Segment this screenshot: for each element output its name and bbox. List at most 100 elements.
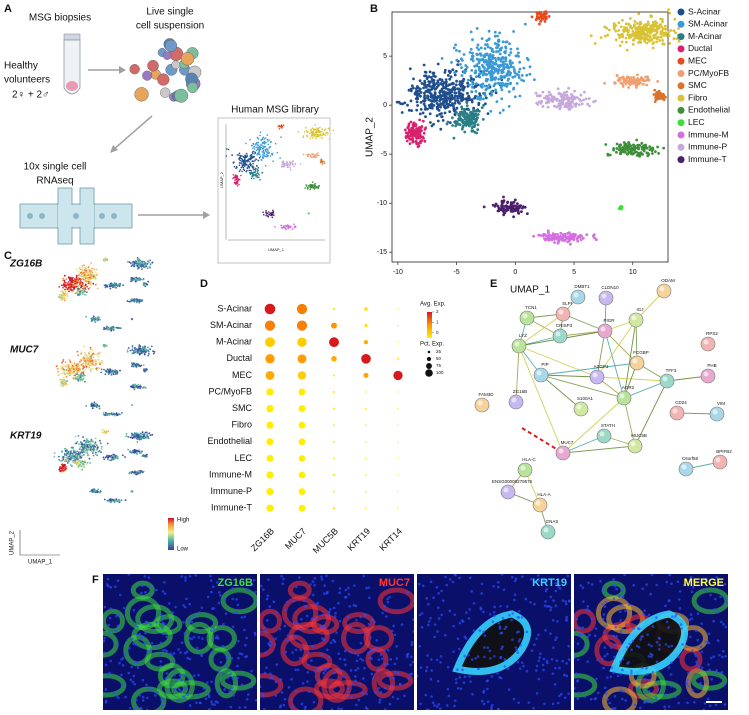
cell-point (140, 264, 142, 266)
cell-point (448, 78, 451, 81)
cell-icon (165, 40, 177, 52)
cell-point (423, 132, 426, 135)
cell-point (517, 52, 520, 55)
cell-point (623, 78, 626, 81)
cell-point (281, 124, 283, 126)
cell-point (136, 453, 138, 455)
cell-point (89, 357, 91, 359)
cell-point (504, 41, 507, 44)
cell-point (547, 106, 550, 109)
cell-point (411, 131, 414, 134)
cell-point (235, 174, 237, 176)
cell-point (462, 80, 465, 83)
cell-point (653, 89, 656, 92)
cell-point (64, 293, 66, 295)
cell-point (64, 282, 66, 284)
cell-point (240, 169, 242, 171)
cell-point (539, 94, 542, 97)
cell-point (139, 348, 141, 350)
cell-point (656, 37, 659, 40)
cell-point (477, 123, 480, 126)
cell-point (228, 149, 230, 151)
cell-point (81, 443, 83, 445)
cell-point (452, 88, 455, 91)
cell-point (142, 279, 144, 281)
cell-point (455, 59, 458, 62)
cell-point (107, 443, 109, 445)
cell-point (311, 184, 313, 186)
cell-point (547, 229, 550, 232)
cell-point (426, 77, 429, 80)
cell-point (553, 235, 556, 238)
cell-point (64, 465, 66, 467)
cell-point (77, 354, 79, 356)
cell-point (642, 32, 645, 35)
cell-point (59, 295, 61, 297)
cell-point (454, 120, 457, 123)
cell-point (424, 128, 427, 131)
cell-point (659, 36, 662, 39)
cell-point (458, 92, 461, 95)
cell-point (418, 134, 421, 137)
cell-point (568, 237, 571, 240)
cell-point (68, 290, 70, 292)
cell-point (69, 279, 71, 281)
cell-point (241, 158, 243, 160)
cell-point (87, 362, 89, 364)
cell-point (85, 365, 87, 367)
cell-point (99, 440, 101, 442)
cell-point (245, 156, 247, 158)
cell-point (88, 273, 90, 275)
cell-point (133, 266, 135, 268)
cell-point (243, 168, 245, 170)
cell-point (509, 51, 512, 54)
cell-point (147, 350, 149, 352)
cell-point (60, 297, 62, 299)
cell-point (66, 376, 68, 378)
cell-point (131, 362, 133, 364)
cell-point (60, 385, 62, 387)
cell-point (95, 404, 97, 406)
cell-point (320, 162, 322, 164)
cell-point (453, 91, 456, 94)
cell-point (315, 132, 317, 134)
cell-point (67, 459, 69, 461)
cell-point (265, 142, 267, 144)
cell-point (479, 76, 482, 79)
cell-point (434, 91, 437, 94)
cell-point (78, 274, 80, 276)
cell-point (265, 165, 267, 167)
cell-point (77, 351, 79, 353)
y-tick-label: -15 (377, 249, 387, 256)
cell-point (79, 444, 81, 446)
cell-point (499, 112, 502, 115)
cell-point (255, 158, 257, 160)
cell-point (244, 159, 246, 161)
cell-point (128, 436, 130, 438)
cell-point (239, 153, 241, 155)
cell-point (513, 68, 516, 71)
cell-point (508, 60, 511, 63)
cell-point (86, 270, 88, 272)
cell-point (476, 53, 479, 56)
cell-point (271, 153, 273, 155)
cell-point (283, 125, 285, 127)
cell-point (61, 381, 63, 383)
cell-point (78, 461, 80, 463)
cell-point (149, 267, 151, 269)
cell-point (79, 293, 81, 295)
cell-point (651, 152, 654, 155)
cell-point (142, 351, 144, 353)
cell-point (443, 90, 446, 93)
cell-point (87, 447, 89, 449)
cell-point (318, 185, 320, 187)
cell-point (494, 78, 497, 81)
cell-point (67, 295, 69, 297)
cell-point (470, 90, 473, 93)
gene-label: MUC7 (10, 345, 39, 356)
cell-point (85, 272, 87, 274)
cell-point (472, 55, 475, 58)
cell-point (88, 283, 90, 285)
cell-point (651, 147, 654, 150)
cell-point (480, 47, 483, 50)
